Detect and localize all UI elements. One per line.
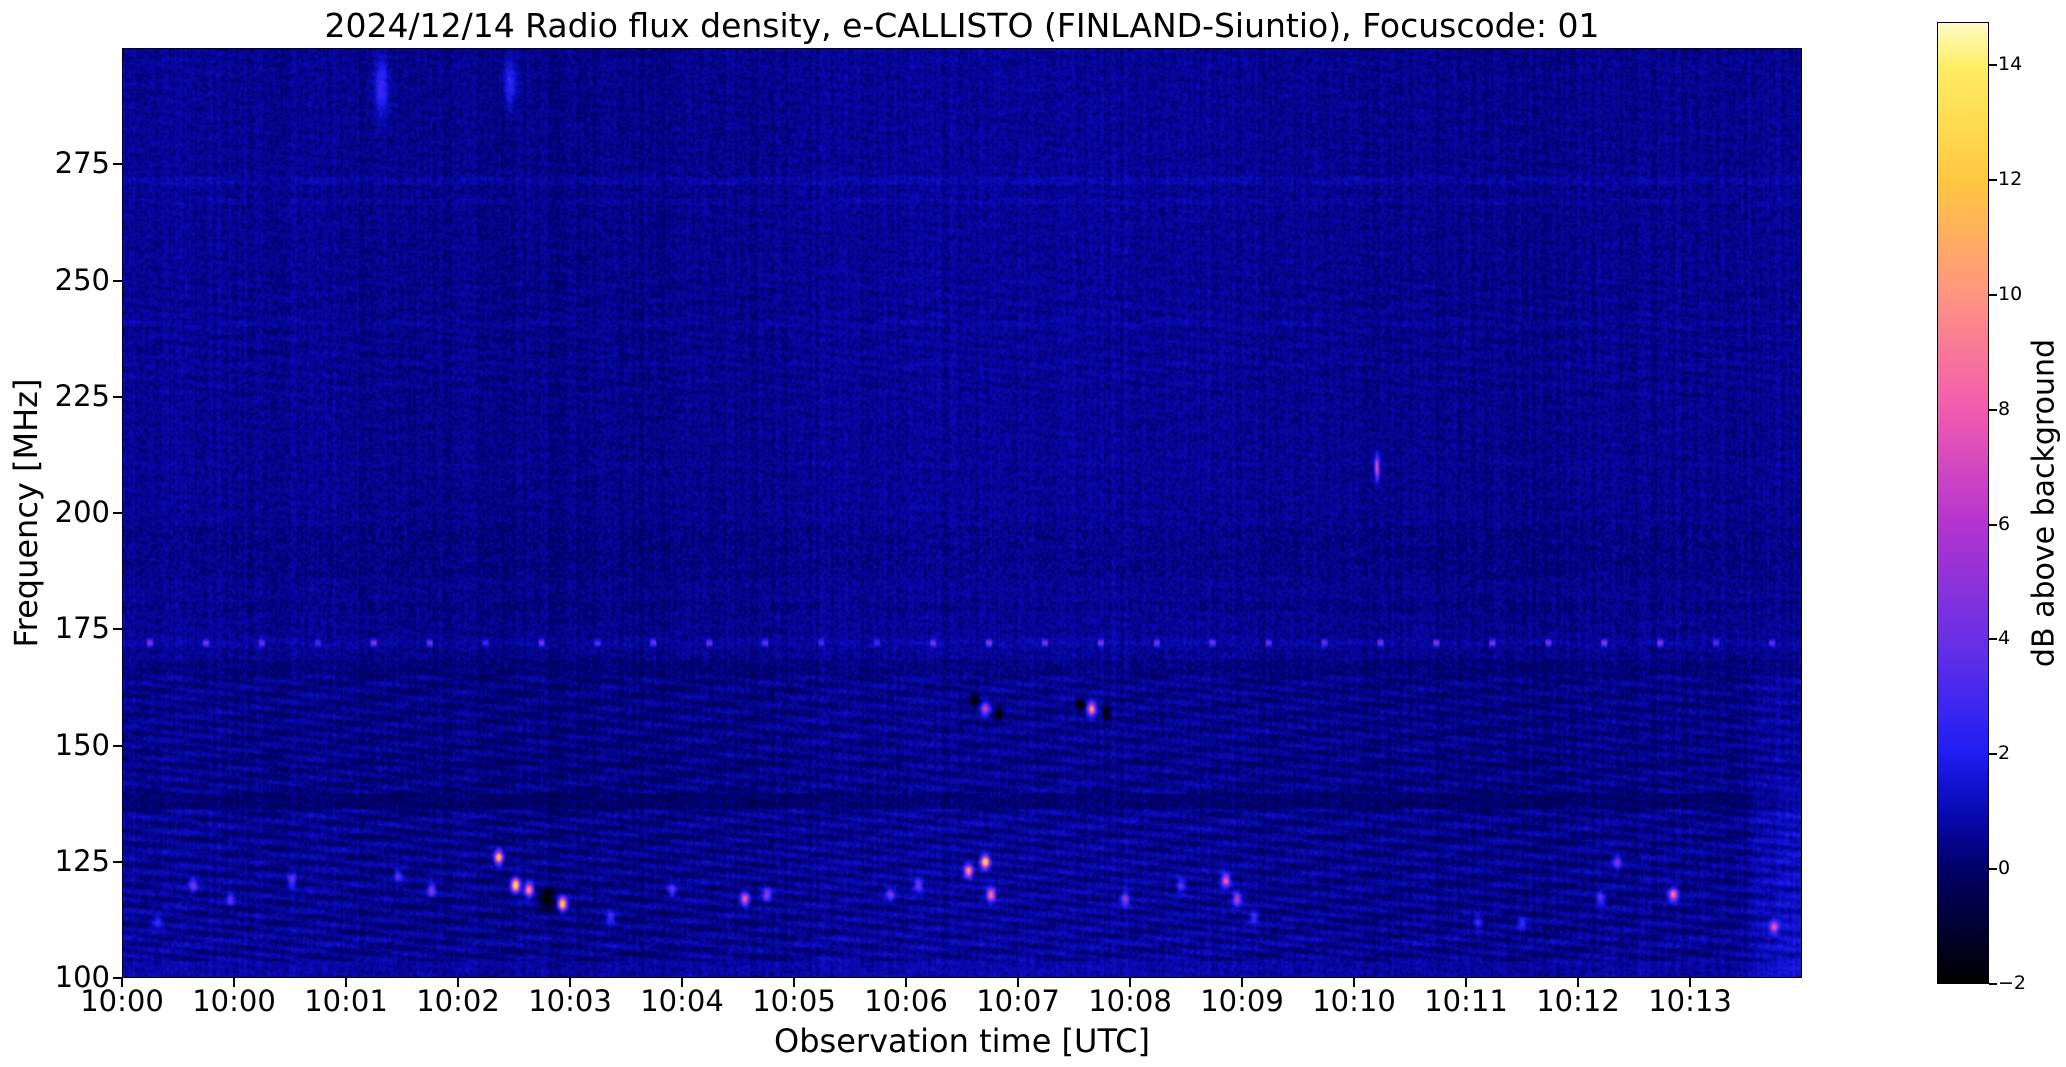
colorbar (1937, 22, 1989, 984)
colorbar-tick-label: 2 (1998, 742, 2011, 765)
x-tick-label: 10:00 (80, 984, 164, 1018)
x-tick-mark (681, 978, 683, 987)
y-tick-mark (113, 628, 122, 631)
y-tick-mark (113, 860, 122, 863)
y-tick-label: 125 (54, 843, 110, 878)
colorbar-tick-label: 10 (1998, 282, 2023, 305)
y-tick-mark (113, 279, 122, 282)
spectrogram-canvas (123, 49, 1801, 977)
y-tick-label: 250 (54, 262, 110, 297)
x-tick-label: 10:09 (1200, 984, 1284, 1018)
y-tick-label: 100 (54, 960, 110, 994)
x-axis-label: Observation time [UTC] (774, 1022, 1150, 1060)
x-tick-mark (1241, 978, 1243, 987)
colorbar-canvas (1938, 23, 1988, 983)
x-tick-label: 10:06 (864, 984, 948, 1018)
x-tick-mark (1465, 978, 1467, 987)
x-tick-label: 10:01 (304, 984, 388, 1018)
colorbar-tick-mark (1989, 293, 1997, 296)
x-tick-label: 10:10 (1312, 984, 1396, 1018)
colorbar-tick-label: 6 (1998, 512, 2011, 535)
x-tick-mark (345, 978, 347, 987)
colorbar-tick-mark (1989, 983, 1997, 985)
x-tick-mark (905, 978, 907, 987)
y-axis-label: Frequency [MHz] (7, 378, 45, 648)
x-tick-label: 10:03 (528, 984, 612, 1018)
colorbar-tick-label: 8 (1998, 397, 2011, 420)
colorbar-tick-mark (1989, 64, 1997, 67)
x-tick-label: 10:11 (1424, 984, 1508, 1018)
colorbar-tick-mark (1989, 178, 1997, 181)
x-tick-label: 10:05 (752, 984, 836, 1018)
chart-title: 2024/12/14 Radio flux density, e-CALLIST… (324, 6, 1600, 45)
y-tick-label: 150 (54, 727, 110, 762)
x-tick-label: 10:04 (640, 984, 724, 1018)
x-tick-label: 10:13 (1648, 984, 1732, 1018)
colorbar-tick-mark (1989, 408, 1997, 411)
colorbar-tick-label: 0 (1998, 857, 2011, 880)
y-tick-mark (113, 512, 122, 514)
colorbar-tick-label: −2 (1998, 972, 2027, 994)
x-tick-mark (1353, 978, 1355, 987)
y-tick-mark (113, 163, 122, 166)
colorbar-tick-mark (1989, 753, 1997, 756)
x-tick-label: 10:12 (1536, 984, 1620, 1018)
x-tick-label: 10:02 (416, 984, 500, 1018)
x-tick-mark (233, 978, 235, 987)
x-tick-mark (457, 978, 459, 987)
y-tick-label: 275 (54, 146, 110, 181)
x-tick-mark (1577, 978, 1579, 987)
colorbar-label: dB above background (2026, 338, 2062, 668)
x-tick-mark (569, 978, 571, 987)
colorbar-tick-label: 12 (1998, 167, 2023, 190)
y-tick-mark (113, 744, 122, 747)
x-tick-label: 10:08 (1088, 984, 1172, 1018)
y-tick-mark (113, 395, 122, 398)
x-tick-mark (793, 978, 795, 987)
plot-area (122, 48, 1802, 978)
x-tick-mark (121, 978, 123, 987)
colorbar-tick-label: 14 (1998, 53, 2023, 76)
colorbar-tick-mark (1989, 523, 1997, 526)
x-tick-mark (1129, 978, 1131, 987)
colorbar-tick-label: 4 (1998, 627, 2011, 650)
x-tick-mark (1689, 978, 1691, 987)
colorbar-tick-mark (1989, 638, 1997, 641)
colorbar-tick-mark (1989, 868, 1997, 871)
x-tick-mark (1017, 978, 1019, 987)
x-tick-label: 10:00 (192, 984, 276, 1018)
y-tick-mark (113, 977, 122, 979)
x-tick-label: 10:07 (976, 984, 1060, 1018)
